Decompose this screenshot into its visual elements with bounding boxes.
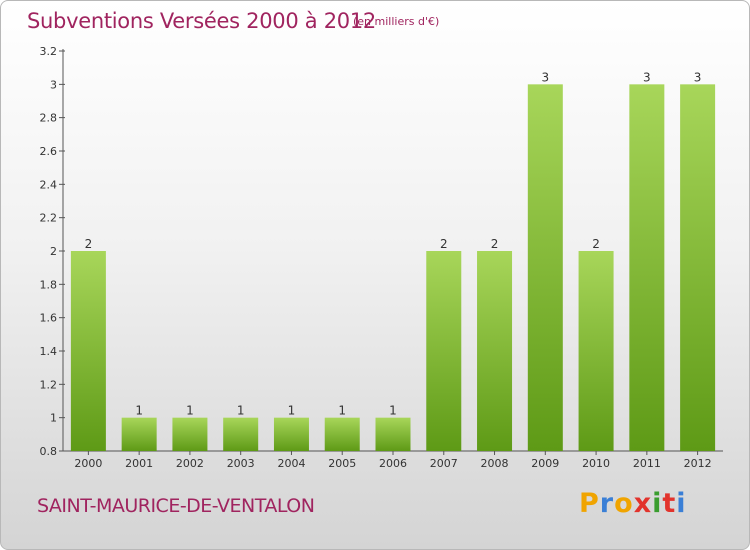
bar-value-label: 1 (237, 404, 245, 418)
logo-letter: i (676, 488, 687, 519)
logo-letter: i (652, 488, 663, 519)
bar (375, 417, 411, 451)
logo-letter: t (662, 488, 677, 519)
bar-value-label: 3 (643, 70, 651, 84)
bar (324, 417, 360, 451)
bar-value-label: 3 (541, 70, 549, 84)
bar (426, 251, 462, 451)
y-tick-label: 2 (50, 245, 57, 258)
y-tick-label: 3.2 (40, 45, 58, 58)
y-tick-label: 1.2 (40, 378, 58, 391)
bar (578, 251, 614, 451)
logo-letter: x (633, 488, 653, 519)
x-tick-label: 2010 (582, 457, 610, 470)
x-tick-label: 2007 (430, 457, 458, 470)
bar-value-label: 1 (389, 404, 397, 418)
bar-value-label: 1 (135, 404, 143, 418)
bar-value-label: 3 (694, 70, 702, 84)
x-tick-label: 2001 (125, 457, 153, 470)
y-tick-label: 1 (50, 412, 57, 425)
y-tick-label: 3 (50, 78, 57, 91)
logo-letter: P (579, 488, 600, 519)
x-tick-label: 2000 (74, 457, 102, 470)
x-tick-label: 2006 (379, 457, 407, 470)
y-tick-label: 1.4 (40, 345, 58, 358)
unit-note: (en milliers d'€) (353, 15, 440, 28)
bar-value-label: 2 (85, 237, 93, 251)
y-tick-label: 2.8 (40, 112, 58, 125)
bar-value-label: 1 (288, 404, 296, 418)
bar (629, 84, 665, 451)
bar (223, 417, 259, 451)
bar (273, 417, 309, 451)
bar-value-label: 2 (592, 237, 600, 251)
bar-value-label: 2 (491, 237, 499, 251)
bar (172, 417, 208, 451)
y-tick-label: 0.8 (40, 445, 58, 458)
x-tick-label: 2004 (277, 457, 305, 470)
y-tick-label: 2.4 (40, 178, 58, 191)
logo-letter: r (599, 488, 615, 519)
bar (70, 251, 106, 451)
y-tick-label: 2.6 (40, 145, 58, 158)
chart-title: Subventions Versées 2000 à 2012 (27, 9, 376, 33)
y-tick-label: 1.8 (40, 278, 58, 291)
bar-value-label: 2 (440, 237, 448, 251)
y-tick-label: 1.6 (40, 312, 58, 325)
x-tick-label: 2005 (328, 457, 356, 470)
y-tick-label: 2.2 (40, 212, 58, 225)
bar (477, 251, 513, 451)
bar (680, 84, 716, 451)
bar (121, 417, 157, 451)
x-tick-label: 2003 (227, 457, 255, 470)
bar (527, 84, 563, 451)
x-tick-label: 2012 (684, 457, 712, 470)
x-tick-label: 2008 (481, 457, 509, 470)
x-tick-label: 2011 (633, 457, 661, 470)
proxiti-logo: Proxiti (579, 488, 687, 519)
x-tick-label: 2009 (531, 457, 559, 470)
bar-value-label: 1 (338, 404, 346, 418)
bar-value-label: 1 (186, 404, 194, 418)
x-tick-label: 2002 (176, 457, 204, 470)
logo-letter: o (614, 488, 634, 519)
commune-name: SAINT-MAURICE-DE-VENTALON (37, 495, 315, 517)
